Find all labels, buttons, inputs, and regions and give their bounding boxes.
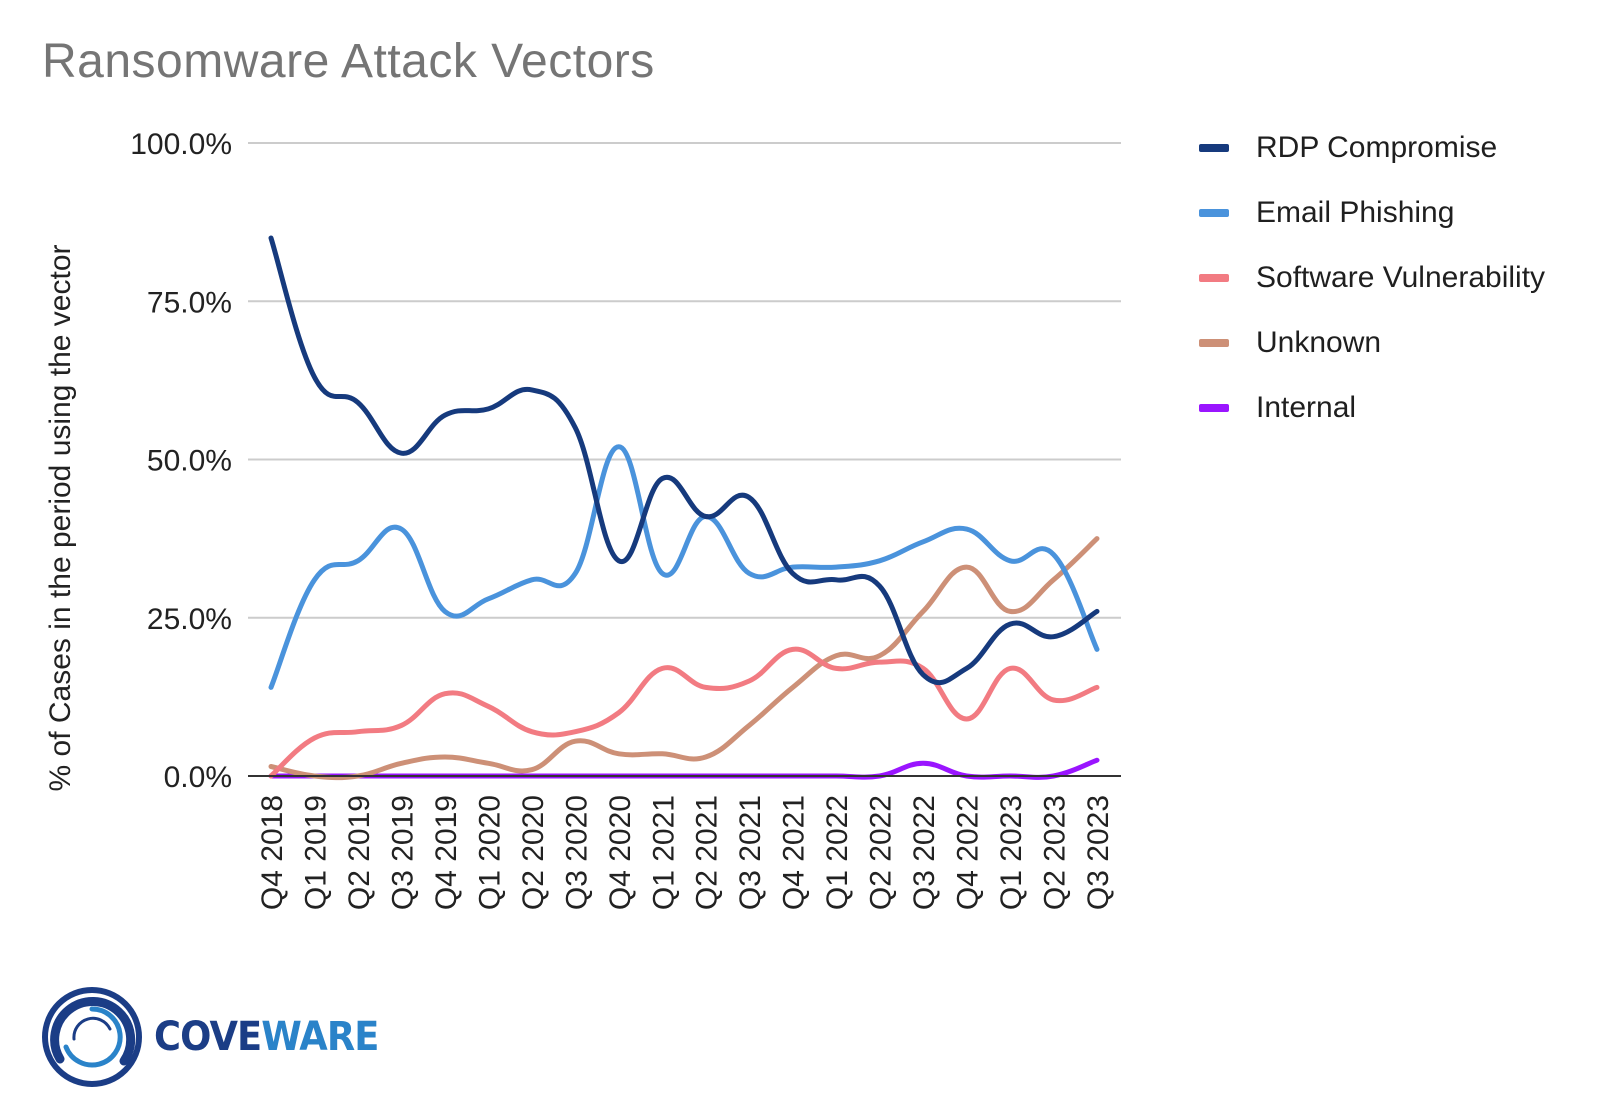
x-tick-label: Q3 2020 xyxy=(560,795,593,910)
y-tick-label: 25.0% xyxy=(147,603,232,636)
x-tick-label: Q1 2019 xyxy=(299,795,332,910)
x-tick-label: Q2 2019 xyxy=(343,795,376,910)
y-axis-label: % of Cases in the period using the vecto… xyxy=(44,245,77,792)
x-tick-label: Q3 2021 xyxy=(734,795,767,910)
legend-item-software-vulnerability: Software Vulnerability xyxy=(1199,258,1545,298)
legend-swatch xyxy=(1199,209,1229,217)
x-tick-label: Q4 2021 xyxy=(778,795,811,910)
y-tick-label: 100.0% xyxy=(130,128,232,161)
series-line-rdp-compromise xyxy=(268,235,1100,686)
x-tick-label: Q1 2020 xyxy=(473,795,506,910)
legend-swatch xyxy=(1199,339,1229,347)
x-tick-label: Q3 2019 xyxy=(386,795,419,910)
legend-swatch xyxy=(1199,404,1229,412)
x-tick-label: Q3 2023 xyxy=(1082,795,1115,910)
legend-item-email-phishing: Email Phishing xyxy=(1199,193,1545,233)
legend-label: Unknown xyxy=(1256,326,1382,359)
chart-title: Ransomware Attack Vectors xyxy=(42,35,655,88)
series-line-email-phishing xyxy=(268,444,1100,690)
y-tick-labels: 0.0% 25.0% 50.0% 75.0% 100.0% xyxy=(130,128,232,794)
series-line-software-vulnerability xyxy=(268,646,1100,779)
gridlines xyxy=(248,142,1121,619)
legend-swatch xyxy=(1199,274,1229,282)
series-line-unknown xyxy=(268,536,1100,781)
x-tick-labels: Q4 2018 Q1 2019 Q2 2019 Q3 2019 Q4 2019 Q1 20… xyxy=(256,795,1115,910)
legend-label: Email Phishing xyxy=(1256,196,1455,229)
legend-label: Internal xyxy=(1256,391,1357,424)
coveware-logo: COVEWARE xyxy=(40,985,398,1089)
legend-label: RDP Compromise xyxy=(1256,131,1498,164)
legend-item-internal: Internal xyxy=(1199,388,1545,428)
x-tick-label: Q4 2022 xyxy=(952,795,985,910)
legend-item-rdp-compromise: RDP Compromise xyxy=(1199,128,1545,168)
x-tick-label: Q2 2020 xyxy=(517,795,550,910)
x-tick-label: Q2 2023 xyxy=(1039,795,1072,910)
series-lines xyxy=(268,235,1100,781)
x-tick-label: Q3 2022 xyxy=(908,795,941,910)
y-tick-label: 0.0% xyxy=(164,761,232,794)
brand-name-part1: COVE xyxy=(154,1014,262,1060)
legend-item-unknown: Unknown xyxy=(1199,323,1545,363)
x-tick-label: Q1 2022 xyxy=(821,795,854,910)
legend: RDP Compromise Email Phishing Software Vul… xyxy=(1199,128,1545,453)
legend-swatch xyxy=(1199,144,1229,152)
coveware-logo-mark xyxy=(42,987,142,1087)
brand-wordmark: COVEWARE xyxy=(154,1014,379,1060)
brand-name-part2: WARE xyxy=(261,1014,379,1060)
x-tick-label: Q4 2020 xyxy=(604,795,637,910)
x-tick-label: Q4 2019 xyxy=(430,795,463,910)
x-tick-label: Q4 2018 xyxy=(256,795,289,910)
x-tick-label: Q1 2021 xyxy=(647,795,680,910)
x-tick-label: Q1 2023 xyxy=(995,795,1028,910)
y-tick-label: 50.0% xyxy=(147,445,232,478)
legend-label: Software Vulnerability xyxy=(1256,261,1546,294)
y-tick-label: 75.0% xyxy=(147,286,232,319)
x-tick-label: Q2 2022 xyxy=(865,795,898,910)
x-tick-label: Q2 2021 xyxy=(691,795,724,910)
